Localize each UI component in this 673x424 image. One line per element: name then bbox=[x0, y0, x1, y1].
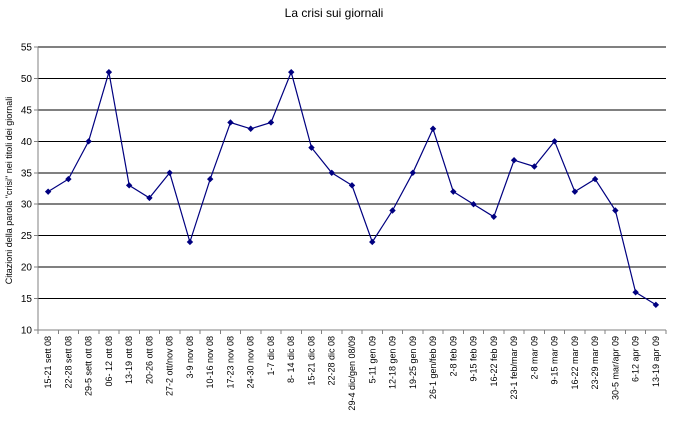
x-tick-label: 26-1 gen/feb 09 bbox=[428, 336, 438, 399]
data-point bbox=[247, 125, 254, 132]
x-tick-label: 9-15 feb 09 bbox=[469, 336, 479, 382]
x-tick-label: 22-28 dic 08 bbox=[327, 336, 337, 386]
chart-title: La crisi sui giornali bbox=[285, 6, 384, 20]
data-point bbox=[166, 169, 173, 176]
x-tick-label: 15-21 sett 08 bbox=[43, 336, 53, 389]
x-tick-label: 13-19 ott 08 bbox=[124, 336, 134, 384]
x-tick-label: 15-21 dic 08 bbox=[306, 336, 316, 386]
data-point bbox=[632, 289, 639, 296]
data-point bbox=[105, 68, 113, 76]
data-point bbox=[571, 188, 579, 195]
data-point bbox=[308, 144, 315, 151]
x-tick-label: 22-28 sett 08 bbox=[63, 336, 73, 389]
data-point bbox=[227, 119, 234, 126]
y-tick-label: 45 bbox=[21, 105, 33, 116]
data-point bbox=[146, 194, 153, 202]
series-markers bbox=[44, 68, 660, 309]
x-tick-label: 12-18 gen 09 bbox=[388, 336, 398, 389]
data-point bbox=[450, 188, 457, 195]
data-point bbox=[267, 119, 275, 126]
x-tick-label: 9-15 mar 09 bbox=[550, 336, 560, 385]
x-tick-label: 10-16 nov 08 bbox=[205, 336, 215, 389]
gridlines bbox=[38, 46, 666, 331]
x-tick-label: 06- 12 ott 08 bbox=[104, 336, 114, 387]
x-tick-label: 24-30 nov 08 bbox=[246, 336, 256, 389]
x-tick-label: 2-8 feb 09 bbox=[448, 336, 458, 377]
y-tick-label: 50 bbox=[21, 74, 33, 85]
data-point bbox=[652, 301, 660, 309]
data-point bbox=[348, 182, 356, 189]
x-tick-label: 27-2 ott/nov 08 bbox=[165, 336, 175, 396]
x-axis: 15-21 sett 08 22-28 sett 08 29-5 sett ott … bbox=[37, 329, 667, 411]
x-tick-label: 3-9 nov 08 bbox=[185, 336, 195, 379]
data-point bbox=[510, 157, 518, 164]
data-point bbox=[44, 188, 52, 195]
data-point bbox=[288, 68, 295, 76]
data-point bbox=[591, 175, 599, 183]
data-point bbox=[328, 169, 335, 176]
x-tick-label: 16-22 feb 09 bbox=[489, 336, 499, 387]
x-tick-label: 5-11 gen 09 bbox=[367, 336, 377, 383]
x-tick-label: 23-1 feb/mar 09 bbox=[509, 336, 519, 400]
data-point bbox=[206, 175, 214, 183]
data-point bbox=[389, 207, 396, 214]
data-point bbox=[409, 169, 416, 176]
x-tick-label: 16-22 mar 09 bbox=[570, 336, 580, 390]
y-tick-label: 55 bbox=[21, 43, 33, 54]
y-tick-label: 40 bbox=[21, 137, 33, 148]
data-point bbox=[369, 238, 376, 246]
x-tick-label: 13-19 apr 09 bbox=[651, 336, 661, 387]
y-tick-label: 10 bbox=[21, 326, 33, 337]
x-tick-label: 19-25 gen 09 bbox=[408, 336, 418, 389]
y-tick-label: 35 bbox=[21, 168, 33, 179]
x-tick-label: 6-12 apr 09 bbox=[631, 336, 641, 382]
data-point bbox=[65, 175, 72, 183]
x-tick-label: 23-29 mar 09 bbox=[590, 336, 600, 390]
x-tick-label: 1-7 dic 08 bbox=[266, 336, 276, 376]
y-tick-label: 30 bbox=[21, 200, 33, 211]
y-axis: 10 15 20 25 30 35 40 45 50 55 bbox=[21, 43, 39, 337]
x-tick-label: 29-5 sett ott 08 bbox=[84, 336, 94, 396]
data-point bbox=[531, 163, 538, 170]
data-point bbox=[551, 138, 558, 145]
x-tick-label: 17-23 nov 08 bbox=[225, 336, 235, 389]
y-tick-label: 20 bbox=[21, 263, 33, 274]
data-point bbox=[125, 182, 133, 189]
x-tick-label: 2-8 mar 09 bbox=[529, 336, 539, 380]
data-point bbox=[490, 213, 498, 220]
data-point bbox=[470, 201, 477, 208]
data-point bbox=[85, 138, 92, 145]
y-tick-label: 25 bbox=[21, 231, 33, 242]
x-tick-label: 30-5 mar/apr 09 bbox=[610, 336, 620, 400]
x-tick-label: 20-26 ott 08 bbox=[144, 336, 154, 384]
x-tick-label: 29-4 dic/gen 08/09 bbox=[347, 336, 357, 411]
data-point bbox=[612, 207, 619, 214]
y-tick-label: 15 bbox=[21, 294, 33, 305]
data-point bbox=[429, 125, 437, 132]
x-tick-label: 8- 14 dic 08 bbox=[286, 336, 296, 383]
y-axis-label: Citazioni della parola "crisi" nei titol… bbox=[4, 97, 14, 284]
data-point bbox=[186, 238, 194, 246]
